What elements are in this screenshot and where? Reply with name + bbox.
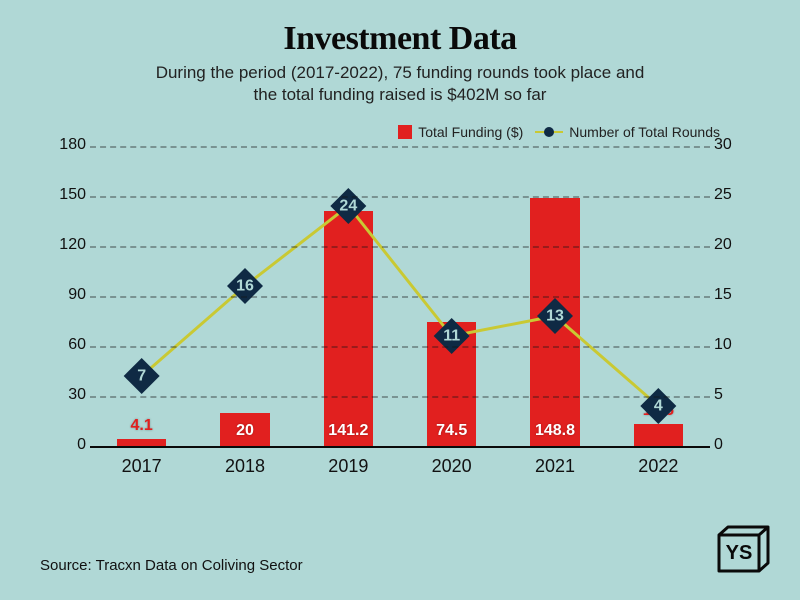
- ytick-left: 120: [50, 236, 86, 254]
- x-axis-label: 2018: [225, 456, 265, 477]
- line-marker-label: 4: [654, 398, 663, 415]
- line-marker-label: 16: [236, 278, 254, 295]
- line-marker-label: 7: [137, 368, 146, 385]
- baseline: [90, 446, 710, 448]
- legend-item-bar: Total Funding ($): [398, 124, 523, 140]
- chart-area: 4.120141.274.5148.813.5 7162411134 20172…: [40, 146, 760, 486]
- legend-bar-label: Total Funding ($): [418, 124, 523, 140]
- gridline: [90, 346, 710, 348]
- legend-item-line: Number of Total Rounds: [535, 124, 720, 140]
- line-marker-label: 13: [546, 308, 564, 325]
- gridline: [90, 296, 710, 298]
- ytick-left: 30: [50, 386, 86, 404]
- x-axis-label: 2020: [432, 456, 472, 477]
- infographic-container: Investment Data During the period (2017-…: [0, 0, 800, 600]
- logo-icon: YS: [716, 525, 770, 580]
- ytick-right: 15: [714, 286, 750, 304]
- x-axis-label: 2021: [535, 456, 575, 477]
- chart-title: Investment Data: [40, 20, 760, 58]
- x-axis-label: 2022: [638, 456, 678, 477]
- line-path: [142, 206, 659, 406]
- ytick-left: 90: [50, 286, 86, 304]
- chart-plot: 4.120141.274.5148.813.5 7162411134: [90, 146, 710, 446]
- gridline: [90, 196, 710, 198]
- subtitle-line-1: During the period (2017-2022), 75 fundin…: [156, 63, 645, 82]
- legend-line-label: Number of Total Rounds: [569, 124, 720, 140]
- svg-text:YS: YS: [726, 542, 753, 564]
- line-marker-label: 24: [339, 198, 357, 215]
- ytick-right: 30: [714, 136, 750, 154]
- chart-subtitle: During the period (2017-2022), 75 fundin…: [40, 62, 760, 106]
- gridline: [90, 246, 710, 248]
- x-axis-labels: 2017 2018 2019 2020 2021 2022: [90, 450, 710, 486]
- ytick-right: 5: [714, 386, 750, 404]
- ytick-right: 10: [714, 336, 750, 354]
- gridline: [90, 146, 710, 148]
- ytick-left: 150: [50, 186, 86, 204]
- ytick-right: 0: [714, 436, 750, 454]
- source-text: Source: Tracxn Data on Coliving Sector: [40, 557, 303, 574]
- legend-bar-swatch: [398, 125, 412, 139]
- x-axis-label: 2019: [328, 456, 368, 477]
- chart-legend: Total Funding ($) Number of Total Rounds: [40, 124, 720, 140]
- ytick-left: 60: [50, 336, 86, 354]
- legend-line-swatch: [535, 125, 563, 139]
- ytick-right: 20: [714, 236, 750, 254]
- subtitle-line-2: the total funding raised is $402M so far: [254, 85, 547, 104]
- ytick-left: 180: [50, 136, 86, 154]
- ytick-left: 0: [50, 436, 86, 454]
- line-marker-label: 11: [443, 328, 460, 345]
- ytick-right: 25: [714, 186, 750, 204]
- x-axis-label: 2017: [122, 456, 162, 477]
- gridline: [90, 396, 710, 398]
